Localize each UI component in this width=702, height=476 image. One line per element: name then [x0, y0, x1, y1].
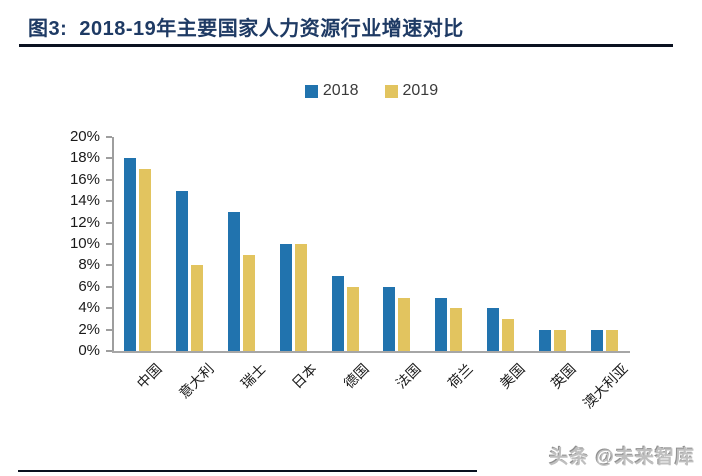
legend-label-2019: 2019 — [402, 82, 439, 99]
y-tick-mark — [106, 350, 112, 352]
x-tick-label: 瑞士 — [237, 360, 269, 392]
y-tick-label: 18% — [69, 149, 100, 167]
bar-2018 — [279, 244, 292, 351]
y-tick-mark — [106, 307, 112, 310]
x-tick-label: 日本 — [288, 360, 321, 392]
chart-legend: 2018 2019 — [113, 82, 630, 100]
x-tick-label: 英国 — [547, 360, 580, 392]
y-tick-label: 2% — [78, 320, 100, 338]
y-tick-label: 4% — [78, 299, 100, 317]
bar-2019 — [605, 329, 618, 351]
bar-2018 — [435, 297, 448, 351]
legend-swatch-2018 — [304, 84, 318, 98]
y-tick-label: 8% — [78, 256, 100, 274]
y-tick-mark — [106, 200, 112, 203]
bar-2019 — [139, 169, 152, 351]
x-tick-label: 意大利 — [175, 360, 217, 402]
x-tick-label: 美国 — [496, 360, 528, 392]
y-tick-label: 0% — [78, 342, 100, 359]
y-tick-label: 16% — [69, 170, 100, 188]
y-tick-label: 10% — [69, 235, 100, 252]
bar-2019 — [191, 265, 204, 351]
bottom-border — [18, 470, 477, 472]
y-tick-mark — [106, 285, 112, 288]
bar-2019 — [450, 308, 463, 351]
bar-2018 — [383, 286, 396, 351]
legend-swatch-2019 — [384, 84, 398, 98]
bar-2019 — [294, 244, 307, 351]
y-tick-mark — [106, 221, 112, 224]
x-tick-label: 德国 — [340, 360, 372, 392]
y-tick-mark — [106, 243, 112, 245]
y-tick-mark — [106, 264, 112, 267]
bar-2018 — [124, 158, 137, 351]
legend-label-2018: 2018 — [322, 82, 359, 99]
x-tick-label: 法国 — [392, 360, 424, 392]
y-axis-line — [112, 137, 114, 352]
y-tick-label: 20% — [69, 128, 100, 145]
bar-2018 — [487, 308, 499, 351]
y-tick-label: 14% — [69, 192, 100, 210]
title-underline — [19, 44, 673, 47]
x-tick-label: 中国 — [133, 360, 165, 392]
bar-2018 — [176, 190, 189, 351]
bar-2018 — [331, 276, 344, 351]
y-tick-mark — [106, 178, 112, 181]
bar-2019 — [346, 286, 359, 351]
legend-item-2019: 2019 — [384, 82, 439, 100]
bar-2018 — [538, 329, 551, 351]
y-tick-label: 6% — [78, 277, 100, 295]
bar-2019 — [502, 318, 514, 351]
bar-2019 — [243, 254, 255, 351]
watermark: 头条 @未来智库 — [549, 447, 695, 468]
y-tick-mark — [106, 328, 112, 331]
y-tick-mark — [106, 157, 112, 160]
legend-item-2018: 2018 — [304, 82, 359, 100]
bar-2018 — [590, 329, 603, 351]
x-tick-label: 澳大利亚 — [579, 360, 631, 412]
y-tick-mark — [106, 136, 112, 138]
y-tick-label: 12% — [69, 213, 100, 231]
bar-2019 — [398, 297, 411, 351]
bar-2019 — [553, 329, 566, 351]
figure-title: 图3: 2018-19年主要国家人力资源行业增速对比 — [28, 18, 464, 40]
x-tick-label: 荷兰 — [444, 360, 476, 392]
x-axis-line — [112, 351, 630, 353]
bar-2018 — [228, 211, 240, 351]
